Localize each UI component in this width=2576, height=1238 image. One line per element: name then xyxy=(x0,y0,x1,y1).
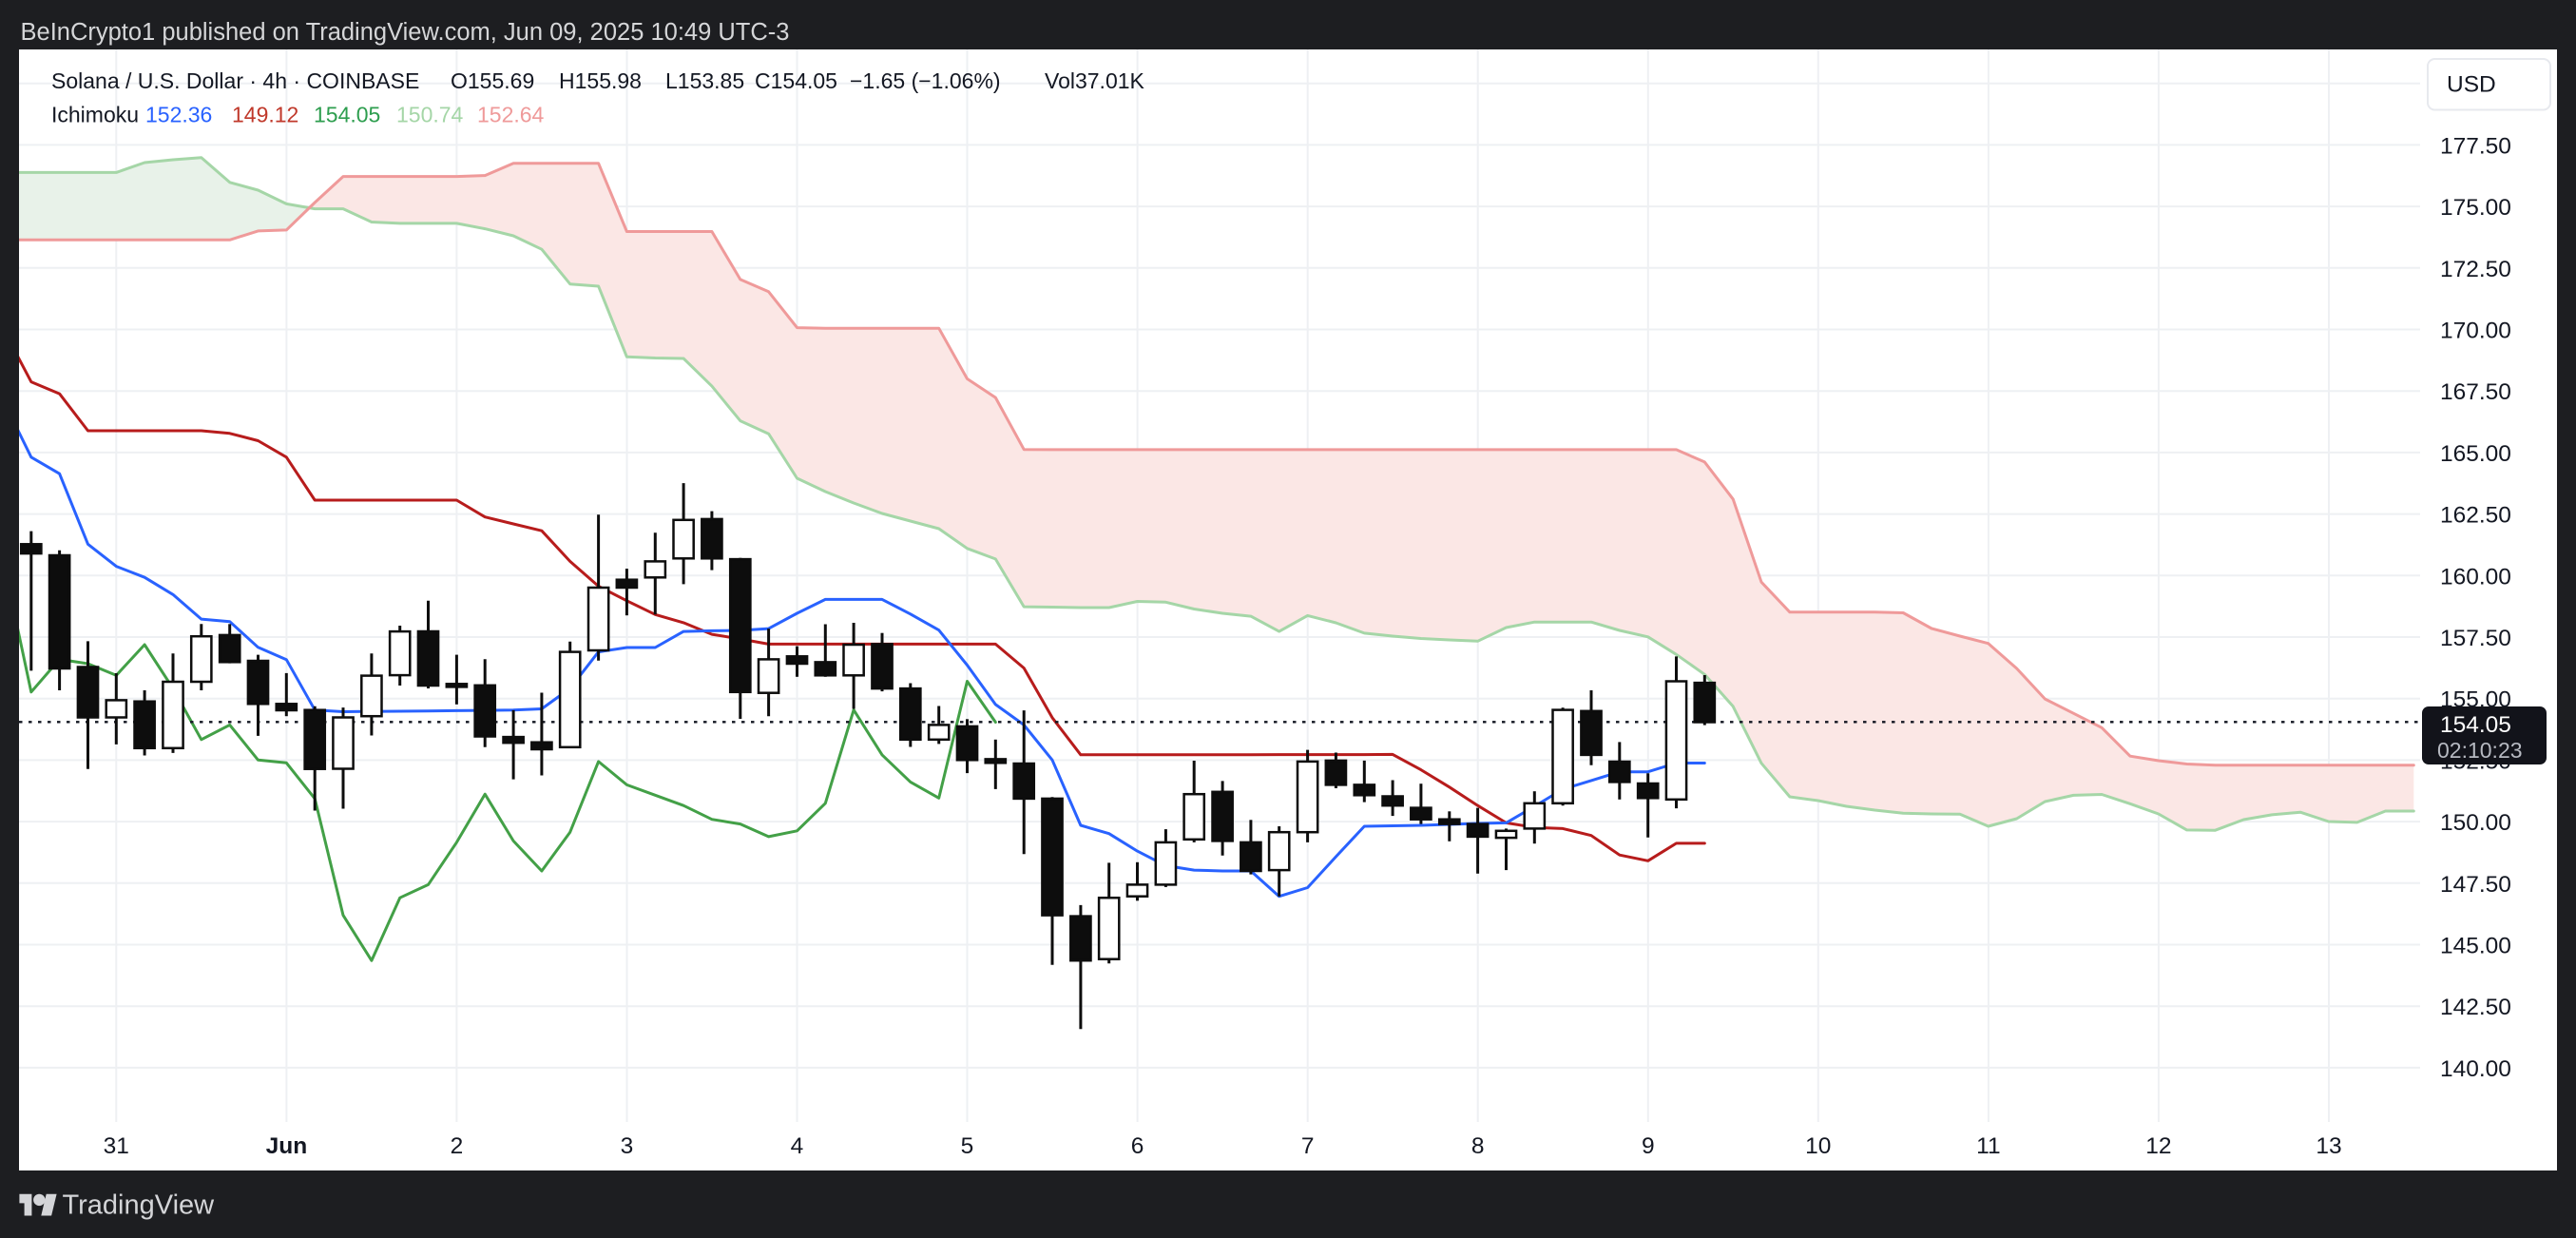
svg-text:157.50: 157.50 xyxy=(2440,626,2511,651)
svg-text:5: 5 xyxy=(961,1133,974,1159)
svg-text:154.05: 154.05 xyxy=(2440,712,2511,738)
svg-text:TradingView: TradingView xyxy=(63,1190,216,1221)
svg-text:3: 3 xyxy=(621,1133,634,1159)
svg-text:9: 9 xyxy=(1642,1133,1655,1159)
svg-text:8: 8 xyxy=(1471,1133,1485,1159)
svg-text:13: 13 xyxy=(2316,1133,2341,1159)
svg-text:7: 7 xyxy=(1301,1133,1315,1159)
svg-text:Jun: Jun xyxy=(266,1133,308,1159)
svg-text:147.50: 147.50 xyxy=(2440,872,2511,898)
svg-text:170.00: 170.00 xyxy=(2440,319,2511,344)
svg-text:172.50: 172.50 xyxy=(2440,257,2511,282)
svg-text:02:10:23: 02:10:23 xyxy=(2437,738,2523,763)
svg-text:31: 31 xyxy=(104,1133,129,1159)
svg-text:2: 2 xyxy=(451,1133,464,1159)
svg-text:4: 4 xyxy=(791,1133,804,1159)
svg-text:175.00: 175.00 xyxy=(2440,195,2511,221)
svg-text:160.00: 160.00 xyxy=(2440,564,2511,590)
svg-text:145.00: 145.00 xyxy=(2440,934,2511,959)
svg-text:11: 11 xyxy=(1976,1133,2000,1159)
svg-text:12: 12 xyxy=(2145,1133,2171,1159)
svg-text:6: 6 xyxy=(1131,1133,1144,1159)
svg-text:165.00: 165.00 xyxy=(2440,441,2511,467)
svg-text:142.50: 142.50 xyxy=(2440,995,2511,1020)
svg-text:162.50: 162.50 xyxy=(2440,503,2511,529)
svg-text:USD: USD xyxy=(2447,72,2496,98)
svg-text:177.50: 177.50 xyxy=(2440,133,2511,159)
svg-text:10: 10 xyxy=(1805,1133,1831,1159)
svg-text:140.00: 140.00 xyxy=(2440,1056,2511,1082)
svg-text:Solana / U.S. Dollar · 4h · CO: Solana / U.S. Dollar · 4h · COINBASE O155… xyxy=(51,68,1145,93)
svg-text:167.50: 167.50 xyxy=(2440,379,2511,405)
svg-text:150.00: 150.00 xyxy=(2440,810,2511,836)
svg-text:BeInCrypto1 published on Tradi: BeInCrypto1 published on TradingView.com… xyxy=(21,19,790,46)
